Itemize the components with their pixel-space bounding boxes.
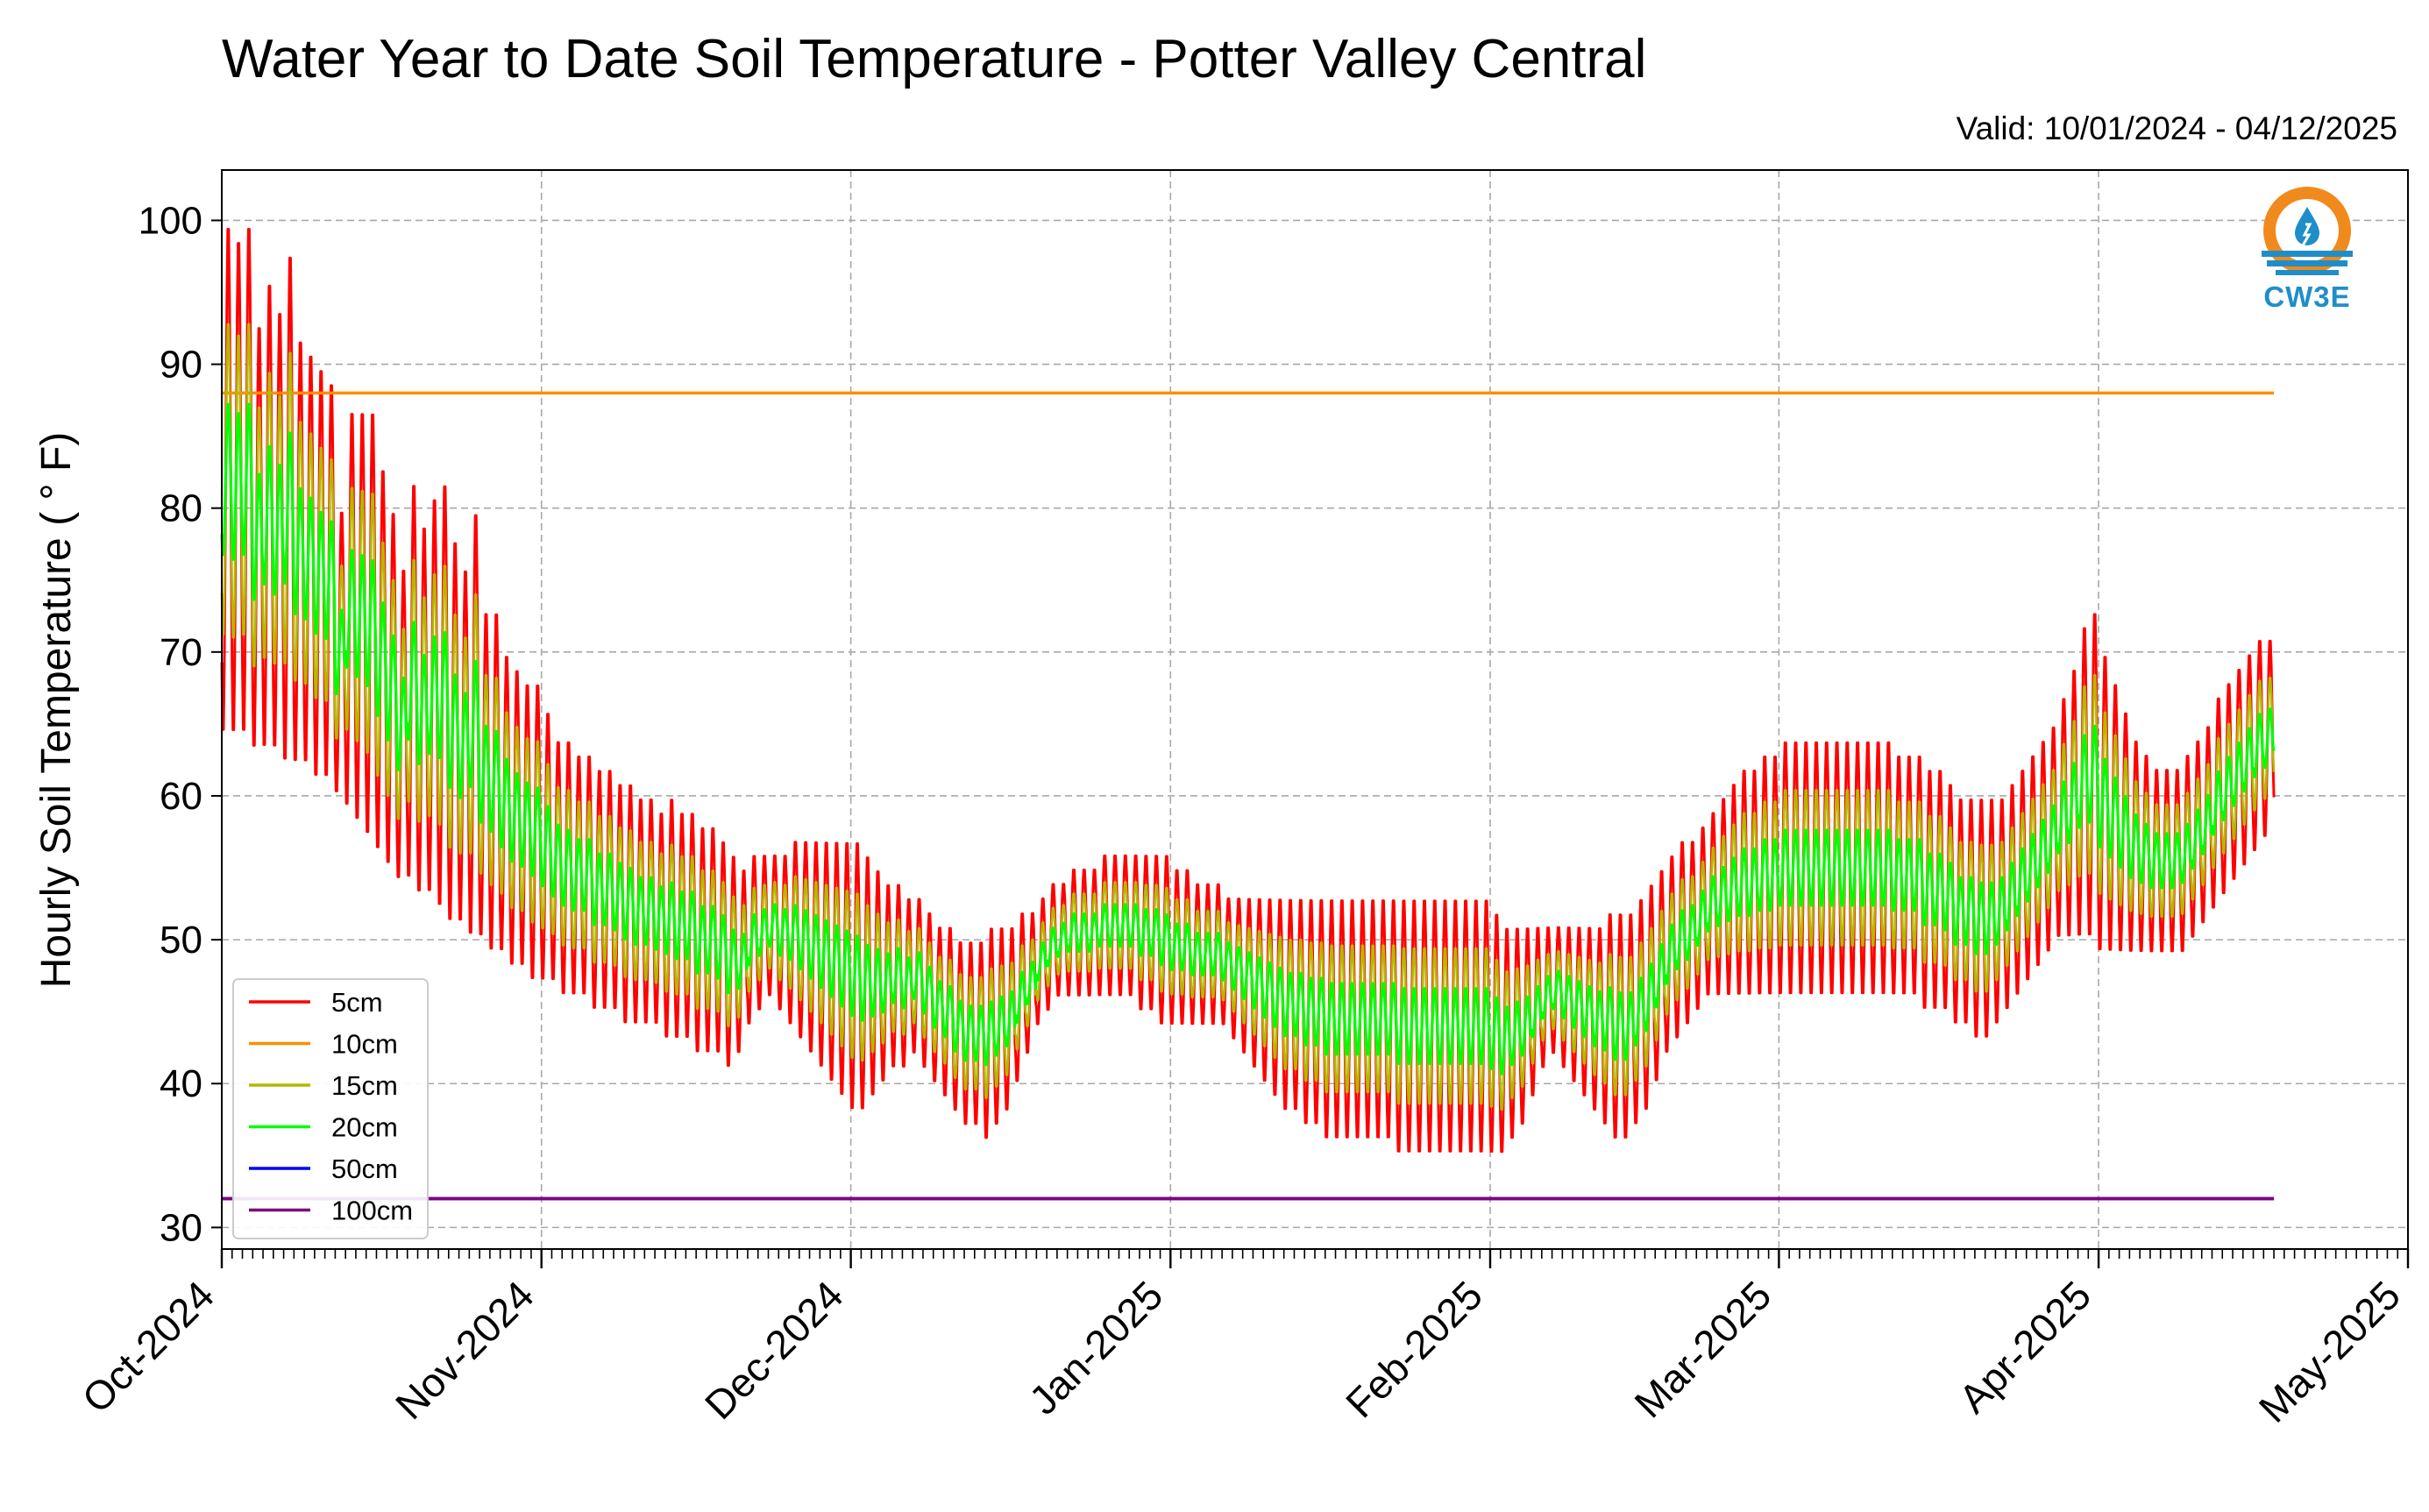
y-tick-label: 80: [160, 487, 202, 530]
legend-label-5cm: 5cm: [331, 987, 383, 1018]
chart-title: Water Year to Date Soil Temperature - Po…: [222, 29, 1647, 89]
legend-label-50cm: 50cm: [331, 1154, 398, 1184]
y-tick-label: 90: [160, 344, 202, 387]
legend-label-20cm: 20cm: [331, 1112, 398, 1143]
series-group: [220, 228, 2276, 1201]
x-tick-label: Apr-2025: [1950, 1272, 2100, 1422]
x-tick-label: Mar-2025: [1625, 1272, 1779, 1426]
legend-label-15cm: 15cm: [331, 1070, 398, 1101]
x-tick-label: May-2025: [2250, 1272, 2409, 1430]
y-tick-label: 60: [160, 775, 202, 818]
y-tick-label: 100: [138, 199, 202, 242]
series-line-5cm: [220, 228, 2276, 1154]
x-tick-label: Jan-2025: [1020, 1272, 1171, 1423]
cw3e-logo: CW3E: [2255, 182, 2360, 323]
x-tick-label: Dec-2024: [696, 1272, 852, 1428]
y-tick-label: 70: [160, 631, 202, 674]
x-tick-label: Feb-2025: [1337, 1272, 1491, 1426]
y-axis-label: Hourly Soil Temperature ( ° F): [33, 432, 80, 989]
cw3e-logo-text: CW3E: [2263, 280, 2351, 313]
legend: 5cm 10cm 15cm 20cm 50cm 100cm: [232, 978, 429, 1239]
legend-label-10cm: 10cm: [331, 1029, 398, 1060]
axes-ticks: 30 40 50 60 70 80 90 100 Oct-2024 Nov-2024 Dec-202…: [74, 199, 2410, 1431]
series-line-20cm: [220, 402, 2276, 1075]
y-tick-label: 50: [160, 919, 202, 962]
y-tick-label: 40: [160, 1062, 202, 1105]
x-tick-label: Nov-2024: [387, 1272, 543, 1428]
x-tick-label: Oct-2024: [74, 1272, 224, 1422]
y-tick-label: 30: [160, 1206, 202, 1249]
cw3e-logo-icon: [2262, 187, 2353, 275]
legend-label-100cm: 100cm: [331, 1196, 413, 1226]
valid-date-range: Valid: 10/01/2024 - 04/12/2025: [1956, 110, 2397, 146]
